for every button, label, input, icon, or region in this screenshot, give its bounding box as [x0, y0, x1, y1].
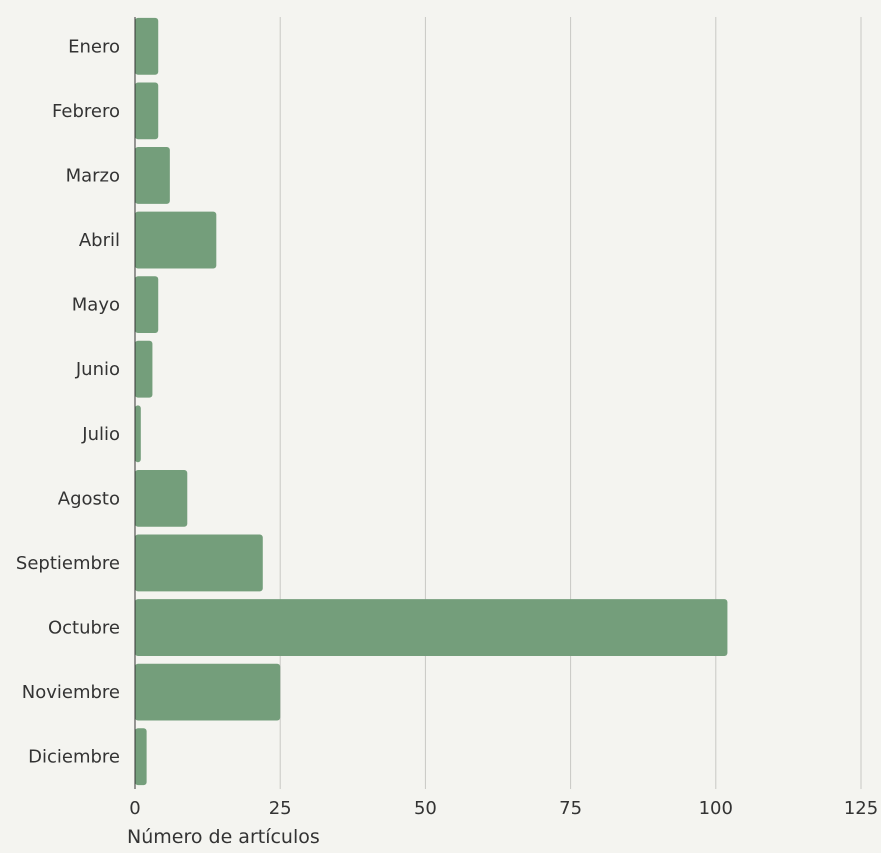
- x-tick-label: 125: [844, 798, 878, 819]
- bar: [135, 728, 147, 786]
- y-tick-label: Junio: [75, 359, 120, 380]
- y-tick-label: Febrero: [52, 101, 120, 122]
- x-tick-label: 0: [129, 798, 140, 819]
- bar: [135, 469, 188, 527]
- bars: [135, 17, 728, 786]
- x-tick-label: 50: [414, 798, 437, 819]
- x-tick-label: 75: [559, 798, 582, 819]
- y-tick-label: Octubre: [48, 618, 120, 639]
- bar: [135, 147, 170, 204]
- x-axis-title: Número de artículos: [127, 826, 320, 848]
- y-tick-label: Marzo: [66, 165, 120, 186]
- bar: [135, 405, 141, 463]
- bar: [135, 211, 217, 269]
- bar: [135, 17, 159, 75]
- labels: 0 25 50 75 100 125 Enero Febrero Marzo Abril Mayo J…: [16, 36, 878, 819]
- x-tick-label: 25: [269, 798, 292, 819]
- y-tick-label: Noviembre: [22, 682, 120, 703]
- bar: [135, 82, 159, 140]
- bar: [135, 534, 263, 592]
- y-tick-label: Mayo: [72, 295, 120, 316]
- y-tick-label: Julio: [81, 424, 120, 445]
- y-tick-label: Enero: [68, 36, 120, 57]
- x-tick-label: 100: [699, 798, 733, 819]
- bar: [135, 276, 159, 334]
- y-tick-label: Abril: [79, 230, 120, 251]
- bar: [135, 663, 281, 721]
- bar: [135, 340, 153, 398]
- y-tick-label: Agosto: [58, 488, 120, 509]
- bar: [135, 599, 728, 656]
- y-tick-label: Diciembre: [28, 747, 120, 768]
- grid-lines: [279, 17, 862, 789]
- y-tick-label: Septiembre: [16, 553, 120, 574]
